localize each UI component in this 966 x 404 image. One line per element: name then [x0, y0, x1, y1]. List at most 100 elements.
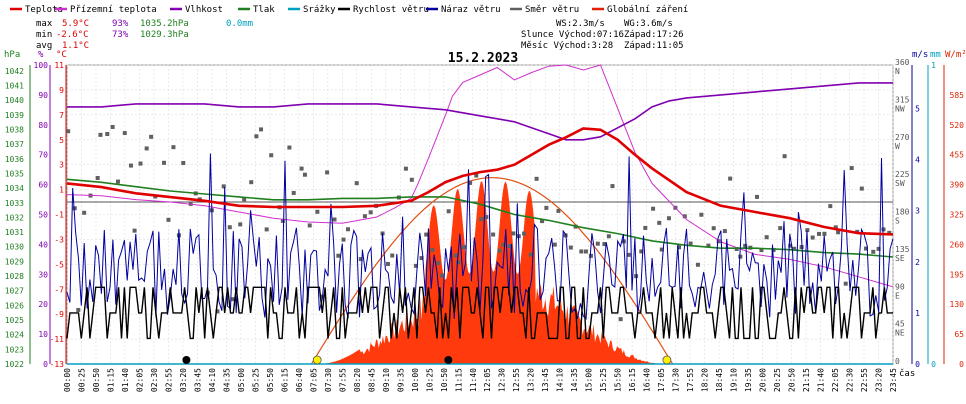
x-tick-label: 06:15 — [280, 368, 289, 392]
wind-direction-point — [315, 209, 320, 214]
dir-tick: 180 — [895, 208, 910, 217]
wind-direction-point — [149, 134, 154, 139]
wind-direction-point — [540, 219, 545, 224]
wind-direction-point — [491, 232, 496, 237]
wind-direction-point — [453, 253, 458, 258]
wind-direction-point — [221, 184, 226, 189]
hpa-tick: 1025 — [5, 316, 24, 325]
hpa-tick: 1023 — [5, 345, 24, 354]
wind-direction-point — [409, 177, 414, 182]
rad-tick: 65 — [954, 330, 964, 339]
x-tick-label: 12:55 — [512, 368, 521, 392]
x-tick-label: 11:40 — [469, 368, 478, 392]
x-tick-label: 02:55 — [164, 368, 173, 392]
pct-tick: 50 — [38, 211, 48, 220]
temp-tick: -3 — [54, 235, 64, 244]
x-tick-label: 15:00 — [585, 368, 594, 392]
wind-direction-point — [461, 245, 466, 250]
rad-tick: 390 — [950, 181, 965, 190]
wind-direction-point — [162, 160, 167, 165]
unit-ms: m/s — [912, 50, 928, 60]
ms-tick: 2 — [915, 258, 920, 267]
wind-direction-point — [677, 245, 682, 250]
wind-direction-point — [666, 216, 671, 221]
wind-direction-point — [413, 263, 418, 268]
x-tick-label: 22:55 — [860, 368, 869, 392]
unit-hpa: hPa — [4, 50, 20, 60]
x-tick-label: 15:25 — [599, 368, 608, 392]
temperature-line — [66, 127, 894, 236]
wind-direction-point — [95, 176, 100, 181]
dir-tick: 45 — [895, 320, 905, 329]
x-tick-label: 10:00 — [411, 368, 420, 392]
dir-tick: 315 — [895, 95, 910, 104]
wind-direction-point — [299, 166, 304, 171]
x-tick-label: 17:05 — [657, 368, 666, 392]
rad-tick: 0 — [959, 360, 964, 369]
temp-tick: 7 — [59, 111, 64, 120]
x-tick-label: 14:35 — [570, 368, 579, 392]
x-tick-label: 08:20 — [353, 368, 362, 392]
x-tick-label: 22:05 — [831, 368, 840, 392]
hpa-tick: 1027 — [5, 287, 24, 296]
mm-tick: 1 — [931, 61, 936, 70]
wind-direction-point — [833, 225, 838, 230]
wind-direction-point — [711, 226, 716, 231]
hpa-tick: 1042 — [5, 67, 24, 76]
wind-direction-point — [522, 231, 527, 236]
x-tick-label: 00:25 — [77, 368, 86, 392]
hpa-tick: 1039 — [5, 111, 24, 120]
temp-tick: -7 — [54, 285, 64, 294]
x-tick-label: 18:45 — [715, 368, 724, 392]
ms-tick: 0 — [915, 360, 920, 369]
dir-tick: 225 — [895, 170, 910, 179]
wind-direction-point — [346, 227, 351, 232]
wind-direction-point — [468, 180, 473, 185]
ms-tick: 1 — [915, 309, 920, 318]
unit-time: čas — [899, 368, 915, 379]
x-tick-label: 14:10 — [556, 368, 565, 392]
x-tick-label: 06:40 — [295, 368, 304, 392]
wind-direction-point — [110, 124, 115, 129]
wind-direction-point — [610, 184, 615, 189]
dir-tick: 360 — [895, 58, 910, 67]
wind-direction-point — [651, 206, 656, 211]
dir-tick: 0 — [895, 357, 900, 366]
wind-direction-point — [302, 172, 307, 177]
x-tick-label: 05:50 — [266, 368, 275, 392]
wind-direction-point — [792, 246, 797, 251]
wind-direction-point — [849, 166, 854, 171]
x-tick-label: 05:25 — [251, 368, 260, 392]
x-tick-label: 09:35 — [396, 368, 405, 392]
pct-tick: 80 — [38, 121, 48, 130]
wind-direction-point — [181, 160, 186, 165]
hpa-tick: 1028 — [5, 272, 24, 281]
wind-direction-point — [336, 253, 341, 258]
moonset-marker — [444, 356, 453, 364]
x-tick-label: 23:45 — [889, 368, 898, 392]
wind-direction-point — [171, 145, 176, 150]
wind-direction-point — [238, 222, 243, 227]
x-tick-label: 02:05 — [135, 368, 144, 392]
wind-direction-point — [534, 176, 539, 181]
wind-direction-point — [828, 204, 833, 209]
legend-label: Rychlost větru — [353, 5, 429, 15]
pct-tick: 30 — [38, 270, 48, 279]
temp-tick: -13 — [50, 360, 65, 369]
dir-name: NW — [895, 104, 905, 113]
hpa-tick: 1035 — [5, 169, 24, 178]
pct-tick: 20 — [38, 300, 48, 309]
legend-label: Přízemní teplota — [70, 5, 157, 15]
wind-direction-point — [759, 248, 764, 253]
legend-label: Tlak — [253, 5, 275, 15]
pct-tick: 40 — [38, 240, 48, 249]
x-tick-label: 20:00 — [759, 368, 768, 392]
wind-direction-point — [738, 254, 743, 259]
wind-direction-point — [122, 131, 127, 136]
dir-tick: 270 — [895, 133, 910, 142]
wind-direction-point — [887, 230, 892, 235]
wind-direction-point — [822, 231, 827, 236]
wind-direction-point — [341, 237, 346, 242]
humidity-line — [67, 82, 893, 141]
hpa-tick: 1029 — [5, 257, 24, 266]
